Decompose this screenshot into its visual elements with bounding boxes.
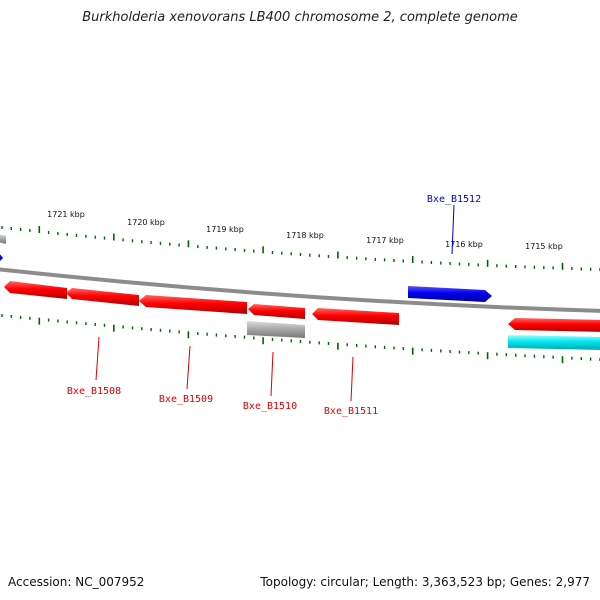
tick-label-1717: 1717 kbp xyxy=(366,236,404,245)
gene-arrow-bxe-b1512[interactable] xyxy=(408,286,492,302)
gene-label-bxe-b1509[interactable]: Bxe_B1509 xyxy=(159,394,213,405)
cyan-forward-feature[interactable] xyxy=(508,335,600,350)
gene-label-bxe-b1510[interactable]: Bxe_B1510 xyxy=(243,401,297,412)
gene-arrow-bxe-b1510[interactable] xyxy=(248,304,305,319)
gene-arrow-bxe-b1511[interactable] xyxy=(312,308,399,325)
chromosome-backbone xyxy=(0,267,600,313)
gene-arrow-bxe-b1509[interactable] xyxy=(139,295,247,314)
tick-label-1720: 1720 kbp xyxy=(127,218,165,227)
leader-line-bxe-b1511 xyxy=(350,356,354,402)
gray-reverse-feature[interactable] xyxy=(247,321,305,338)
inner-tick-row xyxy=(1,314,600,364)
accession-text: Accession: NC_007952 xyxy=(8,575,145,589)
leader-line-bxe-b1512 xyxy=(451,204,455,255)
gene-label-bxe-b1511[interactable]: Bxe_B1511 xyxy=(324,406,378,417)
genome-stats-text: Topology: circular; Length: 3,363,523 bp… xyxy=(260,575,590,589)
tick-label-1719: 1719 kbp xyxy=(206,225,244,234)
leader-line-bxe-b1510 xyxy=(270,351,274,397)
tick-label-1716: 1716 kbp xyxy=(445,240,483,249)
gene-label-bxe-b1508[interactable]: Bxe_B1508 xyxy=(67,386,121,397)
gene-arrow-bxe-b1507[interactable] xyxy=(4,281,67,299)
partial-blue-feature xyxy=(0,254,3,261)
leader-line-bxe-b1508 xyxy=(95,336,100,381)
leader-line-bxe-b1509 xyxy=(186,345,191,390)
gene-label-bxe-b1512[interactable]: Bxe_B1512 xyxy=(427,194,481,205)
outer-tick-row xyxy=(1,226,600,271)
tick-label-1718: 1718 kbp xyxy=(286,231,324,240)
tick-label-1721: 1721 kbp xyxy=(47,210,85,219)
map-title: Burkholderia xenovorans LB400 chromosome… xyxy=(82,10,518,25)
partial-gray-feature xyxy=(0,234,6,244)
gene-arrow-bxe-b1508[interactable] xyxy=(66,288,139,306)
tick-label-1715: 1715 kbp xyxy=(525,242,563,251)
gene-arrow-bxe-b1513[interactable] xyxy=(508,318,600,332)
